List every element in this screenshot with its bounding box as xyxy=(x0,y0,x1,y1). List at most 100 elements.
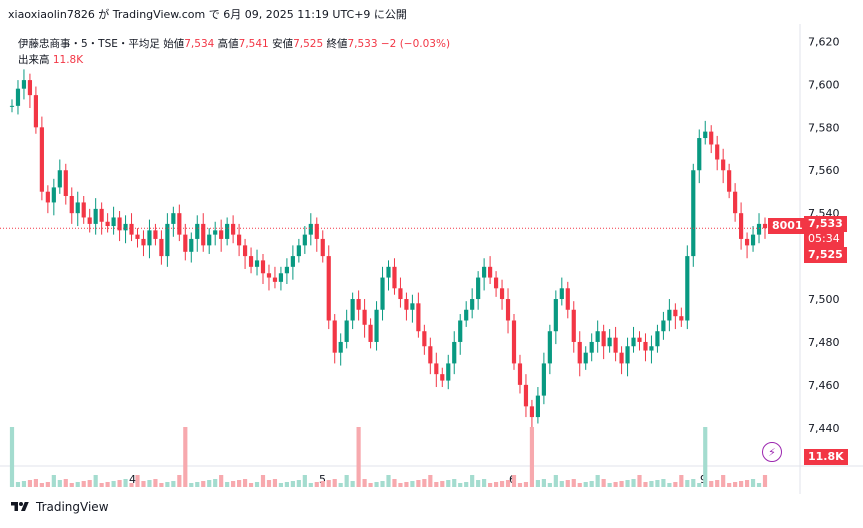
x-tick-label: 4 xyxy=(129,473,136,486)
candle-body xyxy=(727,170,732,192)
legend: 伊藤忠商事・5・TSE・平均足 始値7,534 高値7,541 安値7,525 … xyxy=(18,36,450,68)
candle-body xyxy=(308,223,313,235)
candle-body xyxy=(446,363,451,381)
candle-body xyxy=(744,238,750,246)
volume-bar xyxy=(195,482,200,487)
volume-bar xyxy=(649,481,654,487)
tradingview-logo-icon xyxy=(11,502,29,511)
candle-body xyxy=(386,266,391,278)
candle-body xyxy=(565,288,570,310)
volume-bar xyxy=(75,482,80,487)
volume-bar xyxy=(141,481,146,487)
candle-body xyxy=(171,213,176,224)
volume-bar xyxy=(248,483,254,487)
candle-body xyxy=(756,223,762,235)
candle-body xyxy=(613,337,618,353)
volume-label: 出来高 xyxy=(18,54,50,66)
volume-bar xyxy=(422,479,427,487)
volume-bar xyxy=(105,482,110,487)
candle-body xyxy=(523,384,529,407)
lightning-icon[interactable]: ⚡ xyxy=(762,442,782,462)
candle-body xyxy=(691,170,696,257)
candle-body xyxy=(195,223,200,239)
candle-body xyxy=(338,341,343,353)
volume-tag: 11.8K xyxy=(804,449,848,465)
volume-bar xyxy=(69,483,74,487)
volume-bar xyxy=(440,481,445,487)
candle-body xyxy=(559,288,564,300)
volume-bar xyxy=(511,475,517,487)
volume-bar xyxy=(464,482,469,487)
candle-body xyxy=(589,341,594,353)
candle-body xyxy=(410,303,415,310)
volume-bar xyxy=(553,475,558,487)
candle-body xyxy=(715,144,720,160)
volume-bar xyxy=(721,475,726,487)
volume-bar xyxy=(380,481,385,487)
volume-bar xyxy=(434,482,439,487)
y-tick-label: 7,560 xyxy=(808,164,840,177)
candle-body xyxy=(63,170,68,196)
candle-body xyxy=(661,320,666,332)
candle-body xyxy=(470,299,475,310)
candle-body xyxy=(284,266,289,274)
volume-bar xyxy=(326,480,331,487)
volume-bar xyxy=(667,483,672,487)
volume-bar xyxy=(314,482,319,487)
volume-bar xyxy=(583,482,588,487)
volume-bar xyxy=(356,427,361,487)
candle-body xyxy=(45,191,50,203)
candle-body xyxy=(649,346,654,351)
volume-bar xyxy=(739,481,744,487)
candle-body xyxy=(643,341,648,351)
volume-bar xyxy=(655,480,660,487)
volume-bar xyxy=(392,479,397,487)
y-tick-label: 7,500 xyxy=(808,293,840,306)
candle-body xyxy=(290,256,295,267)
candle-body xyxy=(123,223,128,231)
candle-body xyxy=(607,337,612,347)
y-tick-label: 7,600 xyxy=(808,78,840,91)
candle-body xyxy=(111,217,116,227)
volume-bar xyxy=(577,483,582,487)
candle-body xyxy=(87,217,92,224)
volume-bar xyxy=(57,480,62,487)
candle-body xyxy=(482,266,487,278)
candle-body xyxy=(673,309,678,317)
volume-bar xyxy=(631,479,636,487)
candle-body xyxy=(225,223,230,239)
volume-bar xyxy=(111,481,116,487)
candle-body xyxy=(27,80,33,96)
candle-body xyxy=(368,324,373,342)
candle-body xyxy=(721,159,726,171)
candle-body xyxy=(655,331,660,347)
volume-bar xyxy=(523,482,529,487)
candle-body xyxy=(344,320,349,342)
candle-body xyxy=(248,256,254,267)
volume-bar xyxy=(21,481,27,487)
volume-bar xyxy=(272,479,278,487)
volume-bar xyxy=(189,483,194,487)
candle-body xyxy=(213,230,218,235)
volume-bar xyxy=(727,483,732,487)
candle-body xyxy=(625,346,630,364)
low-price-tag: 7,525 xyxy=(804,247,847,263)
candle-body xyxy=(350,299,355,321)
volume-bar xyxy=(344,475,349,487)
volume-bar xyxy=(476,480,481,487)
volume-bar xyxy=(571,479,576,487)
volume-bar xyxy=(231,481,236,487)
candle-body xyxy=(272,277,278,282)
candle-body xyxy=(81,202,86,218)
volume-bar xyxy=(45,482,50,487)
candle-body xyxy=(541,363,546,396)
tradingview-logo[interactable]: TradingView xyxy=(10,500,109,514)
volume-bar xyxy=(81,481,86,487)
candlestick-chart[interactable]: 7,6207,6007,5807,5607,5407,5207,5007,480… xyxy=(0,24,863,494)
volume-bar xyxy=(493,482,499,487)
candle-body xyxy=(583,352,588,364)
symbol-name: 伊藤忠商事・5・TSE・平均足 xyxy=(18,38,160,50)
candle-body xyxy=(320,238,325,257)
candle-body xyxy=(739,213,744,239)
chart-area[interactable]: 7,6207,6007,5807,5607,5407,5207,5007,480… xyxy=(0,24,863,494)
